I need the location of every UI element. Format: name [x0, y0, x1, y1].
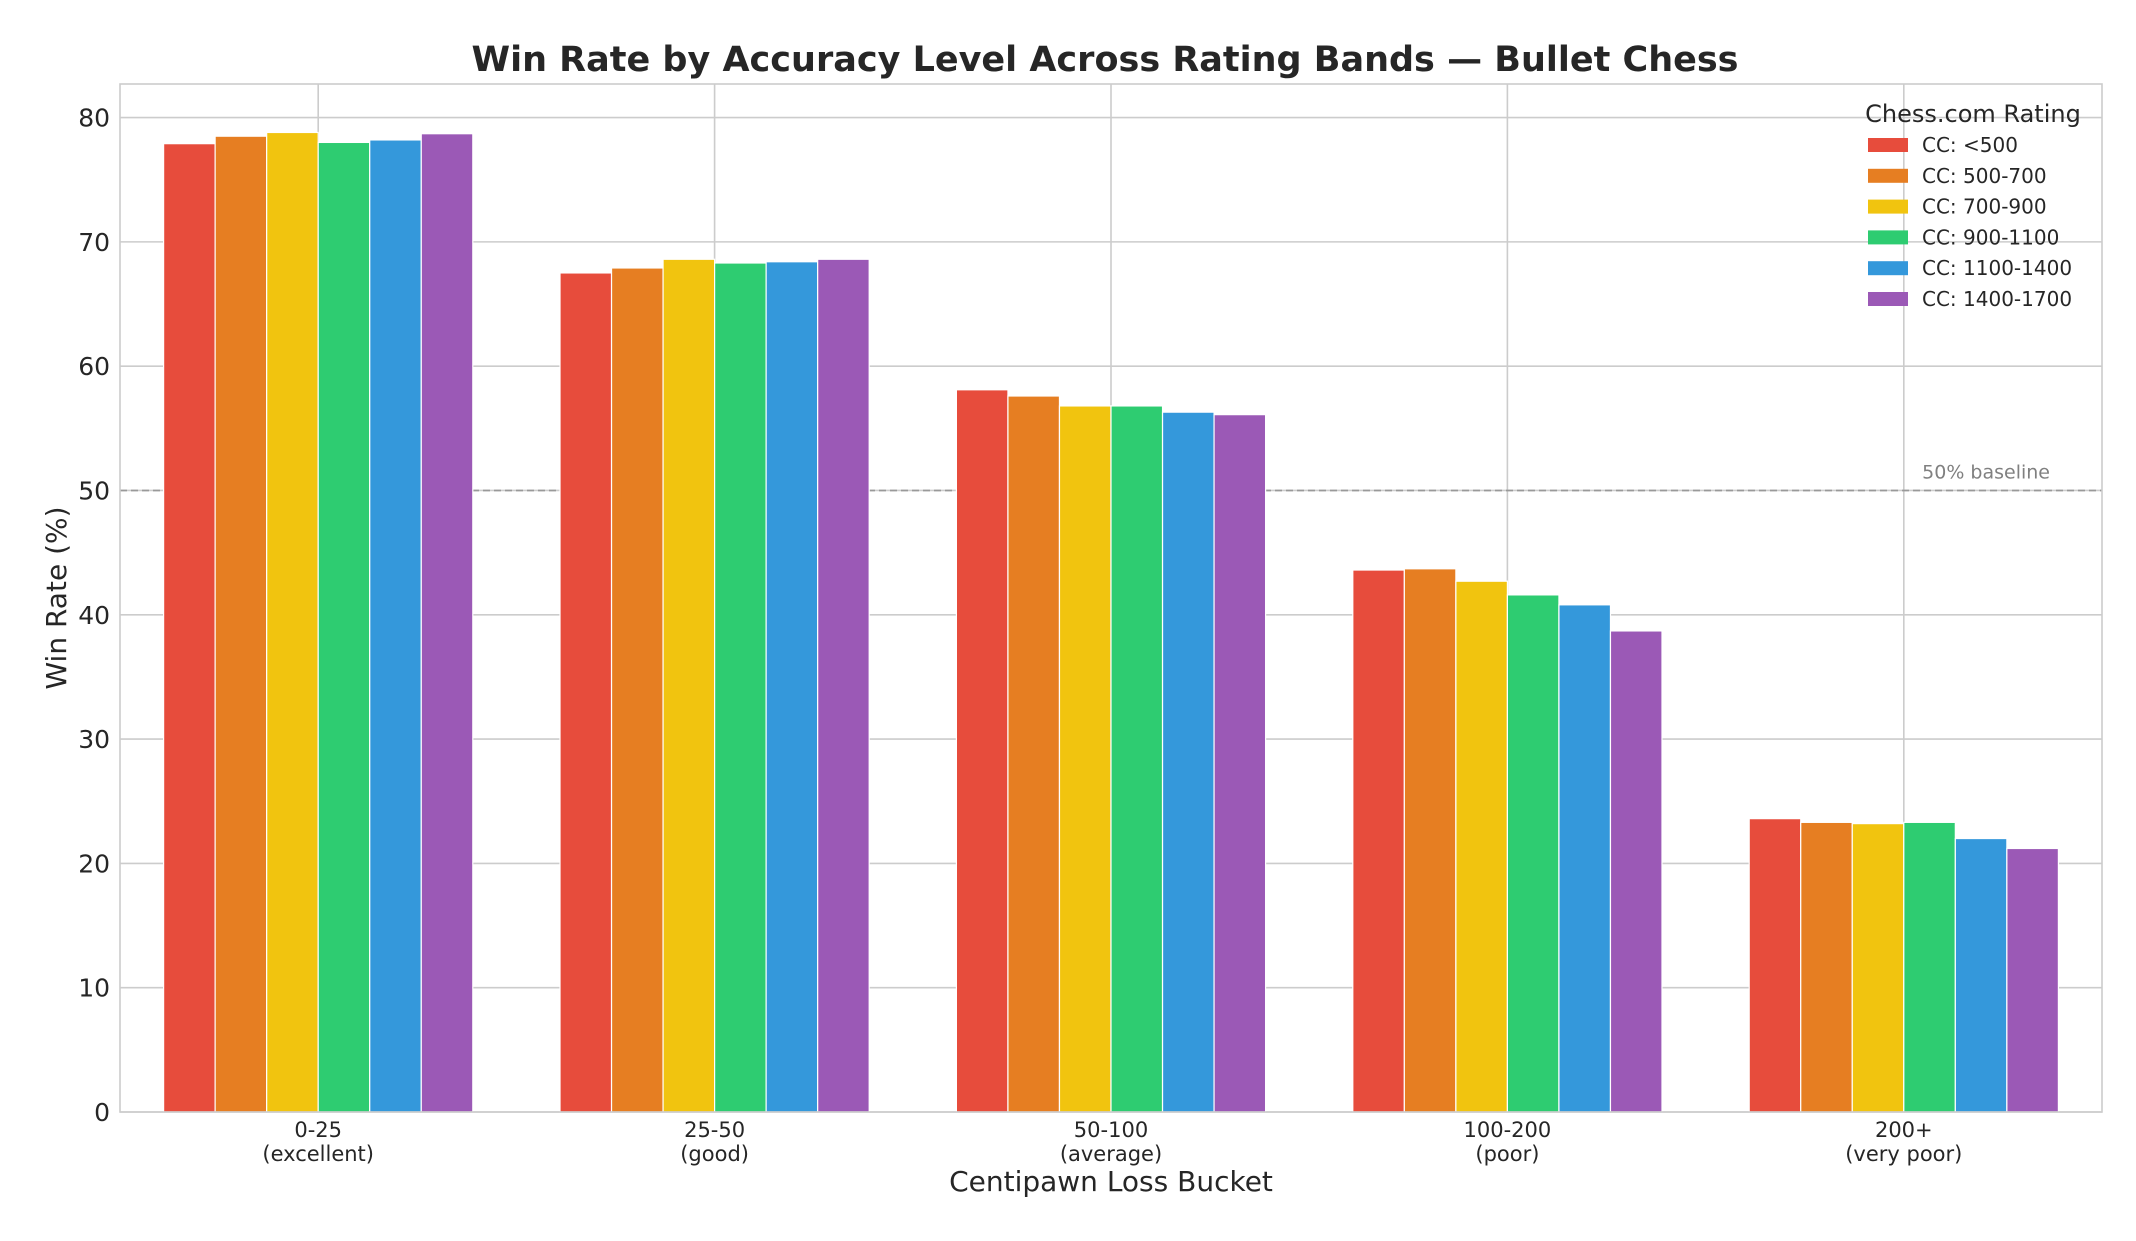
plot-frame [119, 83, 2103, 1113]
bar [369, 139, 422, 1113]
bar [1851, 823, 1905, 1113]
bar [163, 143, 216, 1113]
bar [2006, 847, 2059, 1113]
x-tick-label: (average) [1060, 1142, 1162, 1166]
legend-swatch [1868, 199, 1908, 214]
bar [1903, 821, 1956, 1113]
bar [266, 131, 319, 1113]
bar [420, 133, 474, 1113]
x-tick-label: (good) [680, 1142, 749, 1166]
bar [955, 389, 1009, 1113]
bar [1506, 594, 1560, 1113]
x-axis-label: Centipawn Loss Bucket [949, 1165, 1273, 1198]
legend-label: CC: <500 [1922, 133, 2018, 157]
y-tick-label: 20 [78, 849, 110, 878]
bar [1609, 630, 1663, 1113]
x-tick-label: (very poor) [1845, 1142, 1962, 1166]
bar [559, 272, 613, 1113]
x-tick-range: 100-200 [1464, 1118, 1552, 1142]
legend-label: CC: 900-1100 [1922, 225, 2059, 249]
y-tick-label: 30 [78, 725, 110, 754]
y-axis-label: Win Rate (%) [40, 506, 73, 689]
x-tick-range: 50-100 [1074, 1118, 1148, 1142]
legend-label: CC: 500-700 [1922, 164, 2047, 188]
x-tick-label: (excellent) [262, 1142, 374, 1166]
y-axis-ticks: 0 10 20 30 40 50 60 70 80 [78, 104, 110, 1127]
legend-title: Chess.com Rating [1865, 100, 2081, 128]
x-tick-range: 200+ [1875, 1118, 1933, 1142]
bar [713, 262, 767, 1113]
legend-swatch [1868, 168, 1908, 183]
y-tick-label: 0 [94, 1098, 110, 1127]
y-tick-label: 40 [78, 601, 110, 630]
y-tick-label: 80 [78, 104, 110, 133]
legend-label: CC: 1100-1400 [1922, 256, 2072, 280]
y-tick-label: 70 [78, 228, 110, 257]
bar [1748, 818, 1802, 1113]
legend-label: CC: 700-900 [1922, 195, 2047, 219]
x-tick-label: (poor) [1475, 1142, 1539, 1166]
legend-label: CC: 1400-1700 [1922, 287, 2072, 311]
bar [1110, 405, 1164, 1113]
bar [1161, 411, 1215, 1113]
y-tick-label: 60 [78, 352, 110, 381]
legend-swatch [1868, 230, 1908, 245]
x-axis-ticks: 0-25(excellent) 25-50(good) 50-100(average… [262, 1118, 1962, 1166]
bar [1800, 821, 1853, 1113]
chart-title: Win Rate by Accuracy Level Across Rating… [471, 40, 1738, 80]
legend-swatch [1868, 261, 1908, 276]
legend-swatch [1868, 138, 1908, 152]
bar [317, 141, 371, 1113]
bar [1213, 414, 1267, 1113]
y-tick-label: 10 [78, 974, 110, 1003]
x-tick-range: 25-50 [684, 1118, 745, 1142]
bar [1954, 837, 2008, 1113]
y-tick-label: 50 [78, 476, 110, 505]
bar [1558, 604, 1612, 1113]
bar [1058, 405, 1112, 1113]
bar [1007, 395, 1061, 1113]
bar [1455, 580, 1509, 1113]
bar [1352, 569, 1405, 1113]
bar [214, 135, 268, 1113]
bar [765, 261, 819, 1113]
bar [817, 258, 870, 1113]
bar [662, 258, 716, 1113]
x-tick-range: 0-25 [294, 1118, 342, 1142]
bar [610, 267, 664, 1113]
legend-items: CC: <500 CC: 500-700 CC: 700-900 CC: 900-11… [1868, 133, 2072, 311]
bar [1403, 568, 1457, 1113]
baseline-label: 50% baseline [1922, 461, 2050, 483]
legend-swatch [1868, 292, 1908, 306]
